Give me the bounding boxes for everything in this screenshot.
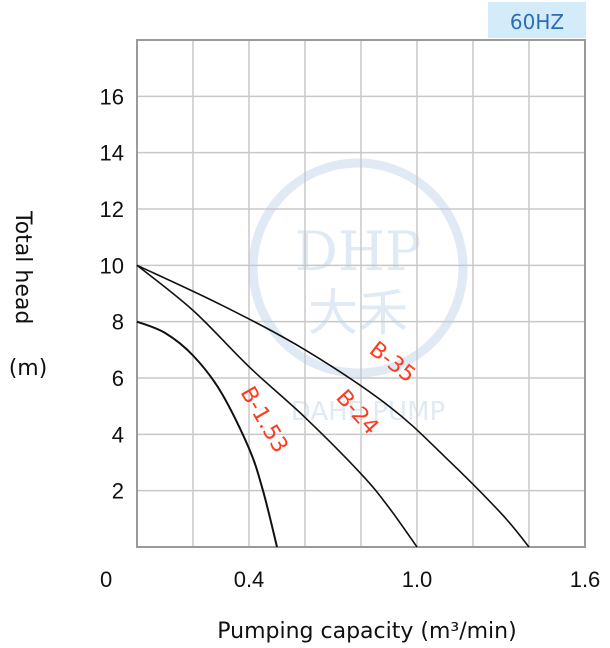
y-tick-label: 6 [112, 366, 124, 391]
grid [137, 40, 585, 547]
watermark-brand-mid: 大禾 [308, 284, 408, 342]
x-tick-label: 1.0 [402, 567, 433, 592]
x-tick-label: 0 [100, 567, 112, 592]
x-tick-label: 1.6 [570, 567, 601, 592]
watermark-ring [248, 158, 468, 378]
frequency-badge-label: 60HZ [510, 10, 564, 34]
y-tick-label: 16 [100, 84, 124, 109]
y-tick-label: 14 [100, 141, 124, 166]
y-tick-labels: 2 4 6 8 10 12 14 16 [100, 84, 124, 503]
watermark-brand-top: DHP [295, 220, 422, 283]
curve-b-35 [136, 264, 530, 548]
y-tick-label: 4 [112, 422, 124, 447]
frequency-badge-background [488, 2, 586, 38]
y-axis-unit: (m) [9, 356, 48, 381]
watermark-logo: DHP 大禾 DAHE PUMP [248, 158, 468, 427]
y-tick-label: 8 [112, 310, 124, 335]
y-tick-label: 10 [100, 253, 124, 278]
series-label-b-35: B-35 [364, 337, 420, 388]
frequency-badge: 60HZ [488, 2, 586, 38]
curve-b-24 [136, 264, 418, 548]
x-axis-title: Pumping capacity (m³/min) [217, 619, 516, 644]
y-tick-label: 12 [100, 197, 124, 222]
curve-b-1-53 [136, 320, 278, 548]
y-axis-title: Total head [10, 210, 35, 324]
x-tick-label: 0.4 [234, 567, 265, 592]
series-label-b-1-53: B-1.53 [235, 383, 293, 458]
y-tick-label: 2 [112, 479, 124, 504]
performance-curves [136, 264, 530, 548]
x-tick-labels: 0 0.4 1.0 1.6 [100, 567, 600, 592]
watermark-brand-bottom: DAHE PUMP [291, 397, 445, 427]
plot-frame [136, 39, 586, 548]
